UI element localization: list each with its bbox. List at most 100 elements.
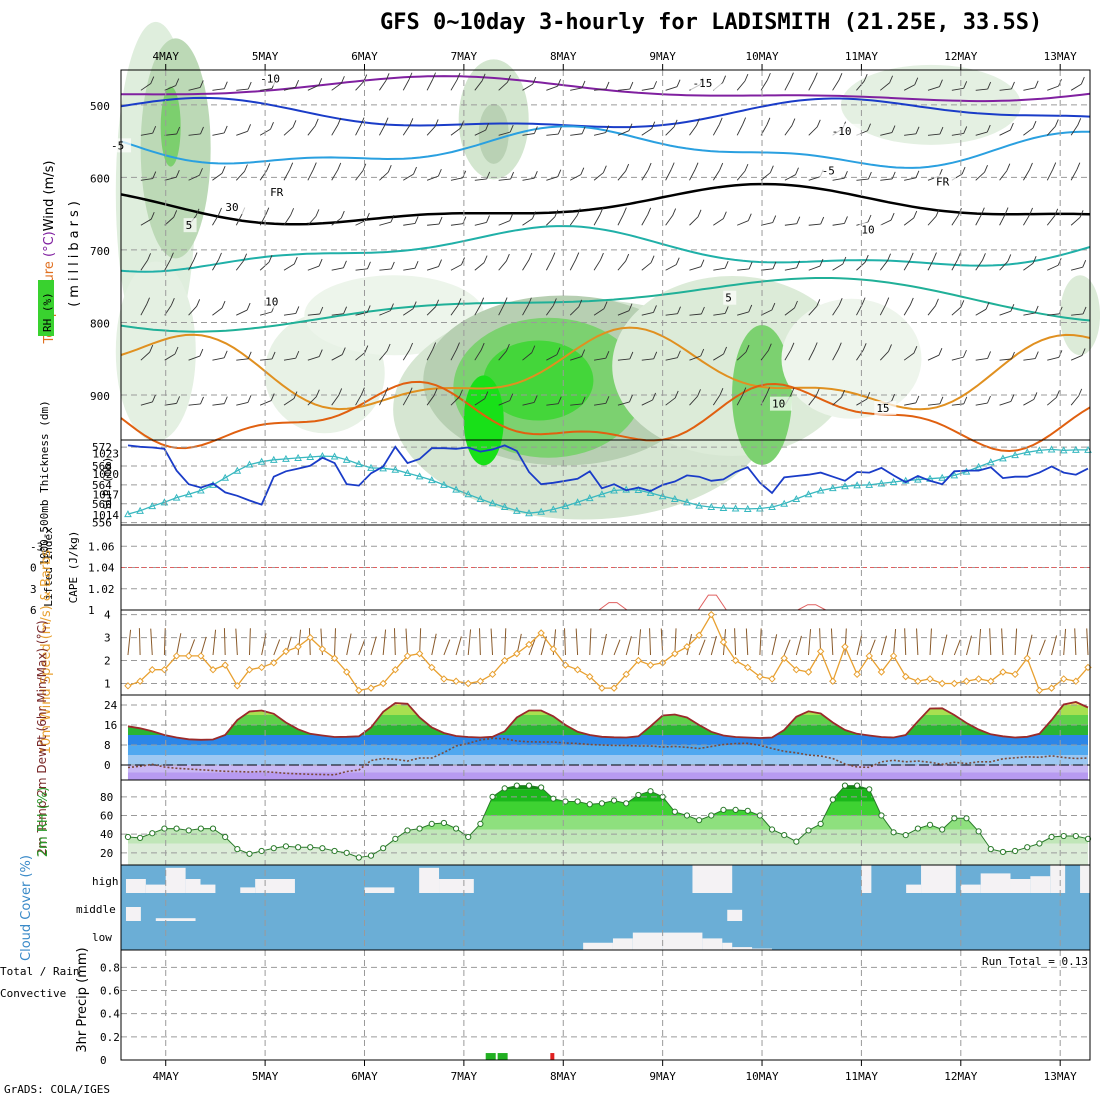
wind-barb bbox=[402, 349, 410, 361]
wind10-barb bbox=[649, 628, 652, 656]
wind10-marker bbox=[877, 668, 886, 676]
rh-marker bbox=[428, 820, 435, 828]
wind-barb-flag bbox=[629, 394, 633, 403]
wind-barb-flag bbox=[957, 252, 961, 260]
rh-marker bbox=[149, 830, 156, 837]
cloud-gap-high_gaps bbox=[439, 879, 474, 893]
cloud-gap-low_gaps bbox=[722, 942, 733, 950]
wind-barb-flag bbox=[557, 396, 562, 404]
wind-barb bbox=[689, 216, 699, 226]
thickness-marker bbox=[877, 479, 886, 487]
rh-marker bbox=[708, 812, 715, 819]
cloud-gap-high_gaps bbox=[1030, 876, 1051, 893]
wind-barb-flag bbox=[152, 171, 157, 179]
wind-barb bbox=[235, 260, 244, 271]
cloud-gap-high_gaps bbox=[921, 865, 956, 893]
isotherm-label-bg bbox=[723, 290, 737, 305]
wind-barb bbox=[546, 305, 554, 316]
wind10-barb bbox=[188, 639, 196, 656]
rh-marker bbox=[635, 791, 642, 799]
wind-barb bbox=[999, 129, 1011, 136]
wind-barb bbox=[283, 398, 295, 406]
wind-barb bbox=[713, 312, 726, 316]
cloud-gap-high_gaps bbox=[980, 873, 1011, 893]
wind-barb bbox=[212, 259, 219, 271]
date-label-bottom-6MAY: 6MAY bbox=[351, 1070, 378, 1083]
wind-barb bbox=[737, 220, 749, 226]
wind10-marker bbox=[270, 659, 278, 667]
wind-barb bbox=[784, 267, 797, 271]
wind10-barb bbox=[455, 636, 462, 656]
wind-barb bbox=[450, 305, 459, 316]
date-label-bottom-9MAY: 9MAY bbox=[649, 1070, 676, 1083]
wind-barb bbox=[665, 215, 674, 226]
wind-barb bbox=[951, 133, 964, 136]
wind-barb-flag bbox=[199, 348, 204, 357]
wind-barb-flag bbox=[318, 349, 323, 357]
wind-barb-flag bbox=[742, 387, 747, 395]
thickness-marker bbox=[537, 507, 545, 515]
wind10-tick-2: 2 bbox=[104, 655, 111, 668]
wind-barb bbox=[617, 260, 627, 271]
wind-barb-flag bbox=[243, 253, 248, 261]
wind-barb bbox=[212, 172, 223, 181]
wind-barb bbox=[665, 169, 672, 181]
wind-barb-flag bbox=[343, 306, 348, 314]
wind-barb-flag bbox=[696, 118, 700, 126]
y-tick-700: 700 bbox=[90, 245, 110, 258]
wind-barb-flag bbox=[744, 163, 749, 172]
thickness-marker bbox=[683, 498, 691, 506]
wind-barb bbox=[140, 132, 153, 136]
rh-tick-80: 80 bbox=[100, 791, 113, 804]
wind-barb-flag bbox=[152, 125, 157, 134]
wind10-marker bbox=[488, 670, 497, 679]
wind10-barb bbox=[358, 639, 366, 656]
thickness-marker bbox=[172, 493, 181, 501]
wind-barb-flag bbox=[575, 252, 580, 260]
wind-barb bbox=[951, 87, 964, 91]
cape-tick-1: 1 bbox=[88, 604, 95, 617]
wind10-marker bbox=[197, 652, 205, 660]
wind10-marker bbox=[257, 663, 266, 672]
wind-barb-flag bbox=[700, 348, 705, 357]
isotherm-line-6 bbox=[120, 326, 1091, 411]
wind-barb-flag bbox=[838, 298, 843, 306]
precip-tick: 0.8 bbox=[100, 961, 120, 974]
wind-barb-flag bbox=[769, 165, 774, 173]
rh-marker bbox=[829, 796, 836, 803]
wind-barb-flag bbox=[367, 261, 371, 270]
wind-barb bbox=[1070, 169, 1078, 181]
rh-marker bbox=[258, 847, 265, 855]
isotherm-label-4: -5 bbox=[822, 165, 835, 178]
wind-barb bbox=[307, 313, 320, 316]
wind-barb-flag bbox=[629, 81, 634, 90]
rh-marker bbox=[963, 815, 970, 822]
wind-barb bbox=[379, 268, 392, 271]
wind10-barb bbox=[273, 639, 281, 656]
wind-barb bbox=[450, 396, 460, 406]
wind-barb bbox=[1023, 358, 1036, 361]
wind-barb-flag bbox=[338, 388, 343, 396]
wind-barb-flag bbox=[722, 211, 727, 219]
wind-barb bbox=[737, 268, 750, 271]
wind-barb-flag bbox=[748, 304, 753, 313]
wind10-marker bbox=[719, 638, 728, 646]
wind-barb bbox=[307, 216, 317, 226]
rh-shade-7 bbox=[478, 103, 509, 164]
wind-barb bbox=[212, 357, 225, 361]
wind-barb-flag bbox=[384, 117, 389, 125]
cloud-gap-high_gaps bbox=[1050, 865, 1066, 893]
wind-barb bbox=[450, 127, 461, 136]
wind10-marker bbox=[513, 649, 521, 658]
rh-shade-11 bbox=[483, 340, 594, 421]
wind-barb bbox=[832, 177, 845, 181]
wind-barb bbox=[975, 402, 988, 406]
wind-barb bbox=[260, 358, 273, 361]
wind-barb bbox=[379, 80, 387, 91]
wind-barb bbox=[355, 352, 366, 361]
wind-barb-flag bbox=[366, 305, 371, 313]
thickness-marker bbox=[792, 494, 801, 503]
rh-marker bbox=[817, 820, 824, 828]
wind10-marker bbox=[950, 679, 959, 688]
wind-barb bbox=[260, 311, 272, 316]
